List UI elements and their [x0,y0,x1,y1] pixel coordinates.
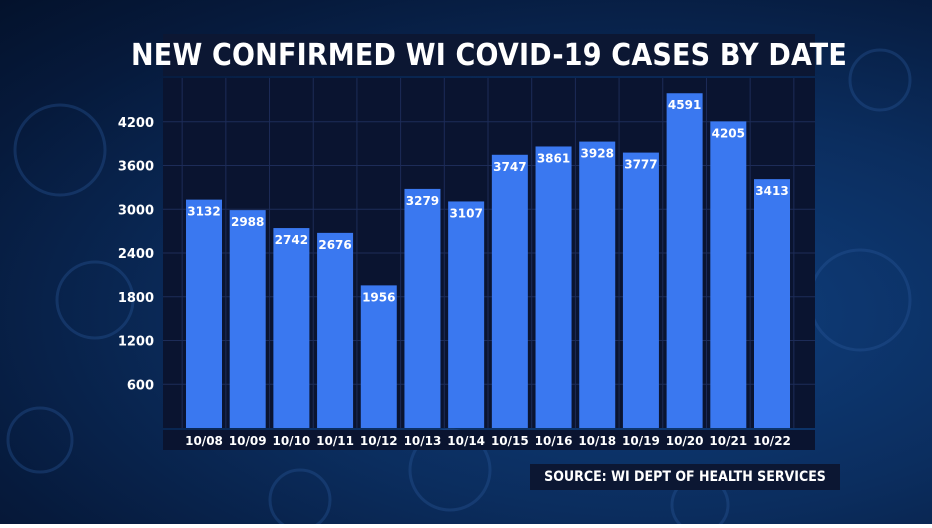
bar [491,154,528,428]
x-tick-label: 10/11 [316,434,354,448]
bar [535,146,572,428]
bar [186,199,222,428]
x-axis-ticks: 10/08 10/09 10/10 10/11 10/12 10/13 10/14 10/15… [185,434,791,448]
y-tick-label: 4200 [118,116,154,131]
data-label: 4205 [712,126,745,140]
bars [186,93,790,429]
x-tick-label: 10/10 [272,434,310,448]
data-labels: 3132 2988 2742 2676 1956 3279 3107 3747 3861 3928… [187,98,788,304]
x-tick-label: 10/08 [185,434,223,448]
bar [754,179,790,428]
source-banner: SOURCE: WI DEPT OF HEALTH SERVICES [530,464,840,490]
x-tick-label: 10/22 [753,434,791,448]
x-tick-label: 10/09 [229,434,267,448]
bar [317,232,354,428]
bar [666,93,703,428]
data-label: 3279 [406,194,439,208]
y-tick-label: 600 [127,378,154,393]
bar [404,188,441,428]
data-label: 3107 [449,206,482,220]
x-tick-label: 10/15 [491,434,529,448]
x-axis-band [163,430,815,450]
data-label: 1956 [362,290,395,304]
source-note: SOURCE: WI DEPT OF HEALTH SERVICES [544,469,826,485]
data-label: 3861 [537,151,570,165]
x-tick-label: 10/19 [622,434,660,448]
y-tick-label: 3000 [118,203,154,218]
bar [448,201,485,428]
bar [622,152,659,428]
data-label: 3777 [624,158,657,172]
x-tick-label: 10/18 [578,434,616,448]
bar [579,141,616,429]
bar [229,210,266,428]
bar [360,285,397,428]
title-banner: NEW CONFIRMED WI COVID-19 CASES BY DATE [131,34,847,76]
gridlines [163,78,815,428]
data-label: 3413 [755,184,788,198]
data-label: 3132 [187,205,220,219]
data-label: 2742 [275,233,308,247]
x-tick-label: 10/21 [709,434,747,448]
chart-title: NEW CONFIRMED WI COVID-19 CASES BY DATE [131,37,847,73]
data-label: 2988 [231,215,264,229]
bar [710,121,747,429]
x-tick-label: 10/14 [447,434,485,448]
data-label: 3928 [581,147,614,161]
y-axis-ticks: 600 1200 1800 2400 3000 3600 4200 [118,116,154,394]
data-label: 3747 [493,160,526,174]
y-tick-label: 2400 [118,247,154,262]
y-tick-label: 1800 [118,291,154,306]
x-tick-label: 10/12 [360,434,398,448]
x-tick-label: 10/16 [535,434,573,448]
x-tick-label: 10/13 [404,434,442,448]
data-label: 2676 [318,238,351,252]
bar [273,228,310,428]
data-label: 4591 [668,98,701,112]
x-tick-label: 10/20 [666,434,704,448]
y-tick-label: 3600 [118,160,154,175]
y-tick-label: 1200 [118,335,154,350]
